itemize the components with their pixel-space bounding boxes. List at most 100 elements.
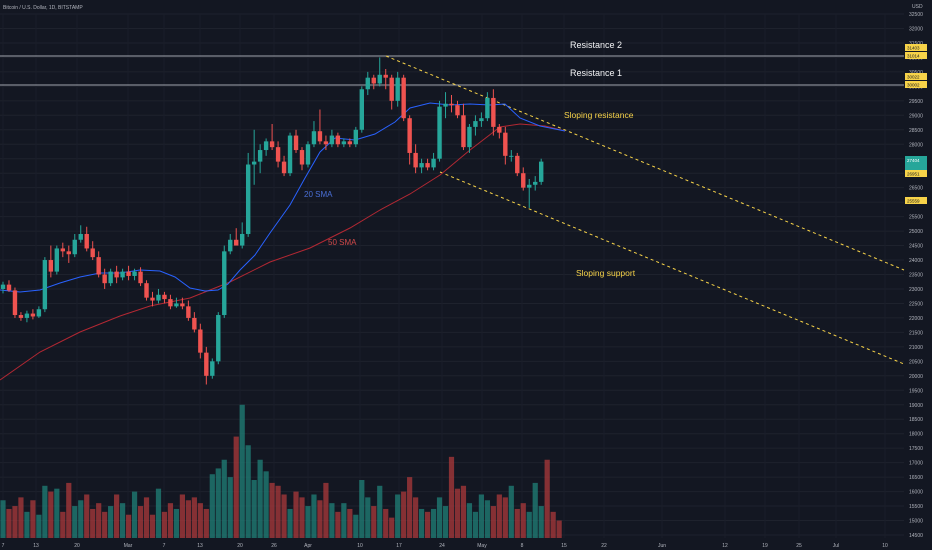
volume-bar <box>496 494 502 538</box>
candle-body <box>204 352 209 376</box>
volume-bar <box>36 514 42 538</box>
candle-body <box>66 251 71 255</box>
y-tick-label: 17000 <box>909 461 923 467</box>
level-lines <box>0 55 904 86</box>
y-tick-label: 16500 <box>909 475 923 481</box>
volume-bar <box>269 482 275 538</box>
sma50-line <box>0 123 566 381</box>
y-tick-label: 32000 <box>909 26 923 32</box>
candle-body <box>311 131 317 145</box>
x-tick-label: May <box>477 543 487 549</box>
candle-body <box>84 233 89 249</box>
volume-bar <box>514 508 520 538</box>
x-tick-label: 7 <box>2 543 5 549</box>
volume-bar <box>311 494 317 538</box>
price-badges: 31403 31014 30022 30002 27404 26951 2555… <box>905 44 927 204</box>
y-tick-label: 31500 <box>909 41 923 47</box>
candle-body <box>78 233 83 240</box>
x-tick-label: 19 <box>762 543 768 549</box>
volume-bar <box>42 485 48 538</box>
candle-body <box>6 284 12 291</box>
x-tick-label: 25 <box>796 543 802 549</box>
volume-bar <box>448 456 455 538</box>
volume-bar <box>185 500 191 538</box>
candle-body <box>287 135 293 174</box>
x-tick-label: Mar <box>124 543 133 549</box>
x-tick-label: Jul <box>833 543 839 549</box>
volume-bar <box>18 497 24 538</box>
x-tick-label: 7 <box>163 543 166 549</box>
volume-bar <box>359 480 365 538</box>
candle-body <box>245 164 251 234</box>
candle-body <box>413 152 418 168</box>
candle-body <box>90 248 95 258</box>
volume-bar <box>526 511 532 538</box>
volume-bar <box>66 482 72 538</box>
volume-bar <box>329 503 335 538</box>
volume-bar <box>478 494 484 538</box>
volume-bar <box>6 508 12 538</box>
candle-body <box>527 184 532 188</box>
candle-body <box>461 115 466 148</box>
candle-body <box>30 313 36 317</box>
x-tick-label: 15 <box>561 543 567 549</box>
candle-body <box>144 283 149 298</box>
volume-bar <box>54 488 60 538</box>
x-tick-label: 22 <box>601 543 607 549</box>
volume-bar <box>120 503 126 538</box>
y-tick-label: 32500 <box>909 12 923 18</box>
volume-bar <box>161 511 168 538</box>
volume-bar <box>131 491 138 538</box>
y-tick-label: 15000 <box>909 519 923 525</box>
y-tick-label: 23500 <box>909 273 923 279</box>
volume-bar <box>508 485 514 538</box>
y-tick-label: 20000 <box>909 374 923 380</box>
candle-body <box>479 118 484 122</box>
x-tick-label: 20 <box>237 543 243 549</box>
y-tick-label: 26500 <box>909 186 923 192</box>
candle-body <box>281 161 287 174</box>
candle-body <box>467 126 472 148</box>
volume-bar <box>84 494 90 538</box>
candle-body <box>365 77 370 90</box>
candle-body <box>437 106 442 159</box>
volume-bar <box>60 511 66 538</box>
candle-body <box>419 163 424 168</box>
y-tick-label: 18000 <box>909 432 923 438</box>
candle-body <box>353 129 359 145</box>
volume-bar <box>341 503 347 538</box>
y-tick-label: 25000 <box>909 229 923 235</box>
y-tick-label: 20500 <box>909 359 923 365</box>
time-axis: 7 13 20 Mar 7 13 20 26 Apr 10 17 24 May 8 15 22 Jun 12 19 2… <box>2 543 888 549</box>
candle-body <box>216 315 221 362</box>
x-tick-label: 26 <box>271 543 277 549</box>
volume-bar <box>167 503 174 538</box>
candle-body <box>42 260 48 310</box>
price-badge: 30022 <box>907 75 920 80</box>
volume-bar <box>149 514 156 538</box>
y-tick-label: 29500 <box>909 99 923 105</box>
candle-body <box>329 135 335 145</box>
candle-body <box>305 144 311 165</box>
candle-body <box>156 294 161 301</box>
x-tick-label: 13 <box>33 543 39 549</box>
y-tick-label: 15500 <box>909 504 923 510</box>
y-tick-label: 23000 <box>909 287 923 293</box>
candles <box>0 57 544 385</box>
candle-body <box>485 97 490 119</box>
volume-bar <box>353 514 359 538</box>
candle-body <box>269 141 275 148</box>
volume-bar <box>221 459 227 538</box>
y-tick-label: 30500 <box>909 70 923 76</box>
candle-body <box>48 260 54 272</box>
y-tick-label: 22000 <box>909 316 923 322</box>
volume-bar <box>257 459 263 538</box>
volume-bar <box>233 436 239 538</box>
volume-bar <box>472 511 479 538</box>
candle-body <box>198 329 203 353</box>
candle-body <box>222 251 227 316</box>
x-tick-label: Apr <box>304 543 312 549</box>
resistance-1-label: Resistance 1 <box>570 68 622 78</box>
volume-bar <box>197 503 203 538</box>
